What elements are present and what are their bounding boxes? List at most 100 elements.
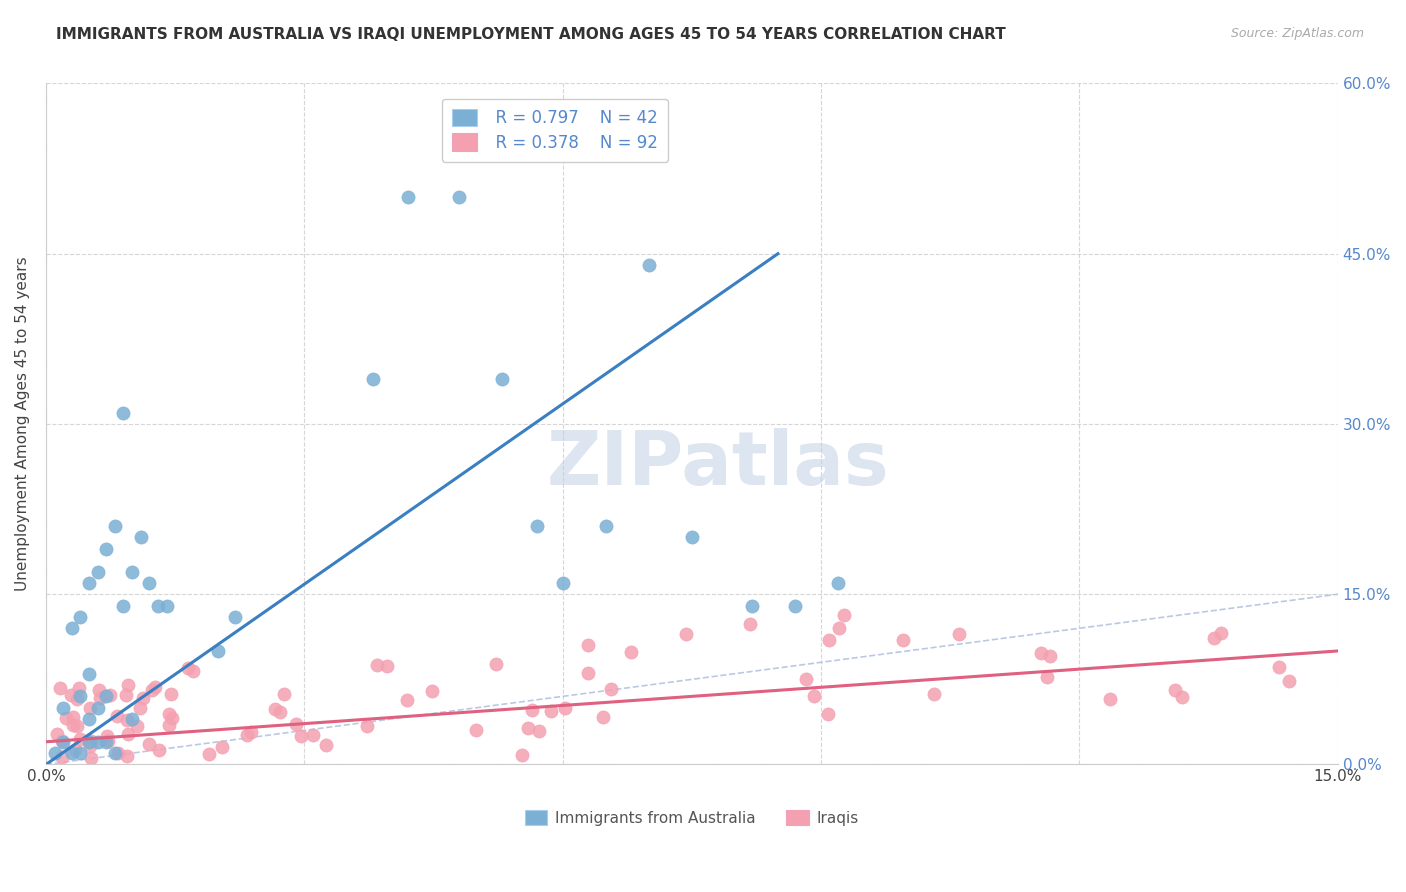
Point bbox=[104, 519, 127, 533]
Point bbox=[485, 657, 508, 671]
Point bbox=[160, 711, 183, 725]
Point bbox=[115, 688, 138, 702]
Point bbox=[104, 746, 127, 760]
Point bbox=[738, 617, 761, 632]
Point bbox=[62, 710, 84, 724]
Point bbox=[62, 718, 84, 732]
Point bbox=[80, 733, 103, 747]
Text: ZIPatlas: ZIPatlas bbox=[547, 428, 889, 501]
Point bbox=[1204, 631, 1226, 645]
Point bbox=[395, 693, 418, 707]
Point bbox=[77, 575, 100, 590]
Point bbox=[117, 726, 139, 740]
Point bbox=[121, 565, 143, 579]
Point bbox=[1278, 673, 1301, 688]
Point bbox=[51, 749, 73, 764]
Point bbox=[828, 621, 851, 635]
Point bbox=[160, 687, 183, 701]
Point bbox=[112, 599, 135, 613]
Point bbox=[207, 644, 229, 658]
Point bbox=[551, 575, 574, 590]
Point bbox=[302, 729, 325, 743]
Point bbox=[1164, 682, 1187, 697]
Point bbox=[832, 607, 855, 622]
Point bbox=[69, 731, 91, 746]
Point bbox=[449, 190, 471, 204]
Point bbox=[181, 664, 204, 678]
Point bbox=[60, 621, 83, 635]
Point bbox=[67, 681, 90, 695]
Point bbox=[420, 684, 443, 698]
Point bbox=[157, 718, 180, 732]
Point bbox=[157, 707, 180, 722]
Point bbox=[576, 638, 599, 652]
Point bbox=[1036, 670, 1059, 684]
Point bbox=[177, 661, 200, 675]
Point bbox=[803, 689, 825, 703]
Point bbox=[315, 738, 337, 752]
Point bbox=[96, 541, 118, 556]
Point bbox=[117, 678, 139, 692]
Legend: Immigrants from Australia, Iraqis: Immigrants from Australia, Iraqis bbox=[519, 804, 865, 831]
Point bbox=[827, 575, 849, 590]
Point bbox=[527, 724, 550, 739]
Point bbox=[924, 687, 946, 701]
Point bbox=[86, 700, 108, 714]
Point bbox=[592, 710, 614, 724]
Point bbox=[522, 703, 544, 717]
Y-axis label: Unemployment Among Ages 45 to 54 years: Unemployment Among Ages 45 to 54 years bbox=[15, 257, 30, 591]
Point bbox=[138, 575, 160, 590]
Point bbox=[785, 599, 807, 613]
Point bbox=[620, 645, 643, 659]
Point bbox=[1267, 660, 1289, 674]
Point bbox=[143, 680, 166, 694]
Point bbox=[52, 735, 75, 749]
Point bbox=[132, 690, 155, 705]
Point bbox=[96, 729, 118, 743]
Point bbox=[46, 727, 69, 741]
Point bbox=[817, 706, 839, 721]
Point bbox=[60, 688, 83, 702]
Point bbox=[79, 739, 101, 753]
Point bbox=[77, 712, 100, 726]
Point bbox=[107, 746, 129, 760]
Point bbox=[356, 719, 378, 733]
Point bbox=[284, 716, 307, 731]
Point bbox=[675, 627, 697, 641]
Point bbox=[77, 735, 100, 749]
Point bbox=[464, 723, 486, 737]
Point bbox=[55, 711, 77, 725]
Point bbox=[741, 599, 763, 613]
Point bbox=[1038, 649, 1060, 664]
Point bbox=[77, 666, 100, 681]
Point bbox=[516, 721, 538, 735]
Point bbox=[240, 725, 263, 739]
Point bbox=[224, 610, 246, 624]
Point bbox=[576, 666, 599, 681]
Point bbox=[817, 632, 839, 647]
Point bbox=[540, 704, 562, 718]
Point bbox=[211, 740, 233, 755]
Point bbox=[366, 658, 388, 673]
Point bbox=[86, 565, 108, 579]
Point bbox=[49, 681, 72, 695]
Point bbox=[1029, 646, 1052, 660]
Point bbox=[637, 258, 659, 272]
Point bbox=[89, 691, 111, 706]
Point bbox=[595, 519, 617, 533]
Point bbox=[146, 599, 169, 613]
Point bbox=[236, 727, 259, 741]
Point bbox=[948, 627, 970, 641]
Point bbox=[198, 747, 221, 761]
Point bbox=[269, 705, 291, 719]
Point bbox=[1170, 690, 1192, 704]
Point bbox=[96, 690, 118, 704]
Point bbox=[97, 734, 120, 748]
Text: Source: ZipAtlas.com: Source: ZipAtlas.com bbox=[1230, 27, 1364, 40]
Point bbox=[526, 519, 548, 533]
Point bbox=[141, 683, 163, 698]
Text: IMMIGRANTS FROM AUSTRALIA VS IRAQI UNEMPLOYMENT AMONG AGES 45 TO 54 YEARS CORREL: IMMIGRANTS FROM AUSTRALIA VS IRAQI UNEMP… bbox=[56, 27, 1005, 42]
Point bbox=[148, 743, 170, 757]
Point bbox=[1099, 691, 1122, 706]
Point bbox=[44, 746, 66, 760]
